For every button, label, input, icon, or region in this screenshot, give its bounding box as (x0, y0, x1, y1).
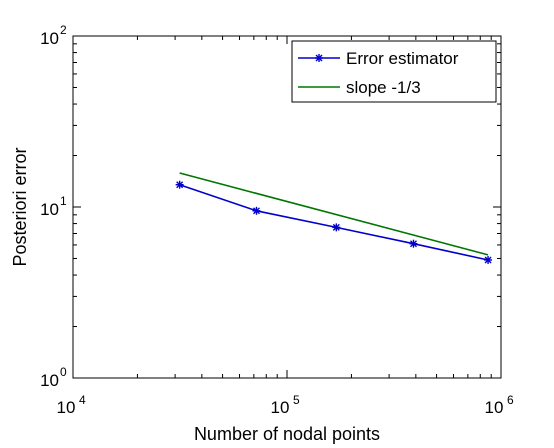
legend-label-slope: slope -1/3 (346, 78, 421, 97)
data-point-error-estimator (252, 206, 261, 215)
ticks: 10 4 10 5 10 610 010 110 2 (40, 23, 514, 417)
data-point-error-estimator (409, 239, 418, 248)
legend-label-error-estimator: Error estimator (346, 49, 459, 68)
data-point-error-estimator (175, 180, 184, 189)
x-tick-label: 10 (271, 398, 290, 417)
x-tick-label: 10 (485, 398, 504, 417)
y-tick-exponent: 0 (60, 365, 67, 379)
x-tick-label: 10 (57, 398, 76, 417)
data-point-error-estimator (484, 255, 493, 264)
x-tick-exponent: 6 (507, 393, 514, 407)
x-tick-exponent: 4 (79, 393, 86, 407)
series-layer (175, 172, 493, 264)
legend: Error estimator slope -1/3 (291, 40, 497, 103)
legend-box (291, 40, 497, 103)
x-tick-exponent: 5 (293, 393, 300, 407)
y-tick-label: 10 (40, 371, 59, 390)
data-point-error-estimator (332, 223, 341, 232)
y-tick-exponent: 2 (60, 23, 67, 37)
series-line-slope-1-3 (179, 172, 489, 256)
y-tick-exponent: 1 (60, 194, 67, 208)
x-axis-label: Number of nodal points (194, 424, 380, 444)
y-axis-label: Posteriori error (10, 147, 30, 266)
y-tick-label: 10 (40, 200, 59, 219)
y-tick-label: 10 (40, 29, 59, 48)
legend-marker-error-estimator (315, 54, 323, 62)
